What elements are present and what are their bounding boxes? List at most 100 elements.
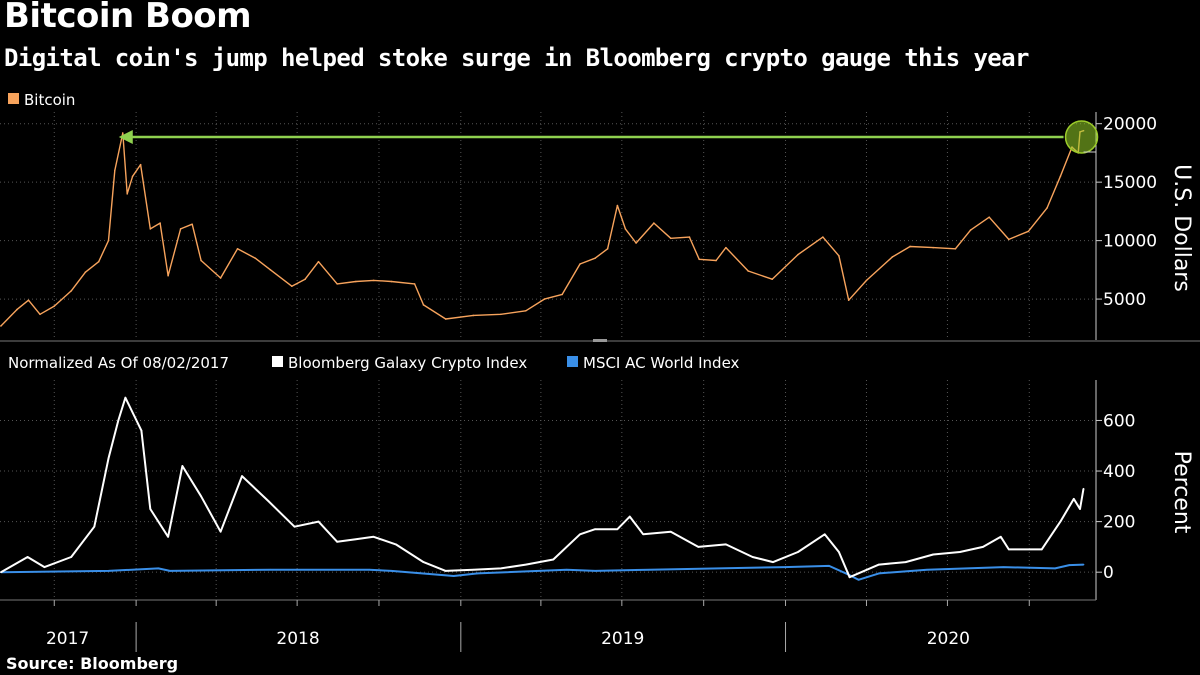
data-point bbox=[219, 277, 222, 279]
data-point bbox=[43, 566, 46, 568]
data-point bbox=[653, 222, 655, 224]
data-point bbox=[725, 543, 727, 546]
chart-title: Bitcoin Boom bbox=[4, 0, 252, 36]
data-point bbox=[236, 248, 239, 250]
bitcoin-ytick-label: 15000 bbox=[1103, 173, 1157, 193]
data-point bbox=[1079, 508, 1081, 510]
data-point bbox=[838, 255, 840, 257]
panel-splitter-handle bbox=[593, 339, 607, 342]
data-point bbox=[669, 237, 672, 240]
data-point bbox=[848, 576, 851, 579]
data-point bbox=[167, 535, 169, 538]
percent-ytick-label: 600 bbox=[1103, 411, 1135, 431]
data-point bbox=[167, 274, 169, 277]
data-point bbox=[390, 570, 393, 572]
data-point bbox=[372, 535, 375, 538]
data-point bbox=[1072, 498, 1075, 500]
data-point bbox=[697, 546, 700, 548]
data-point bbox=[444, 318, 447, 320]
data-point bbox=[159, 222, 161, 224]
data-point bbox=[747, 270, 749, 272]
data-point bbox=[191, 223, 193, 226]
xaxis-year-label: 2020 bbox=[927, 629, 970, 649]
data-point bbox=[1068, 564, 1071, 566]
data-point bbox=[336, 283, 338, 285]
data-point bbox=[524, 563, 527, 566]
data-point bbox=[355, 280, 357, 283]
data-point bbox=[1008, 238, 1010, 241]
data-point bbox=[926, 568, 928, 571]
data-point bbox=[390, 280, 393, 283]
percent-ylabel: Percent bbox=[1169, 451, 1194, 534]
legend-label: MSCI AC World Index bbox=[583, 354, 740, 372]
data-point bbox=[124, 396, 127, 399]
data-point bbox=[561, 293, 564, 296]
series-line bbox=[0, 130, 1084, 327]
data-point bbox=[452, 575, 455, 577]
data-point bbox=[594, 528, 596, 530]
data-point bbox=[241, 475, 243, 477]
annotation-highlight-circle bbox=[1064, 120, 1099, 154]
data-point bbox=[772, 561, 774, 563]
data-point bbox=[121, 132, 124, 134]
data-point bbox=[1027, 230, 1030, 233]
percent-ytick-label: 400 bbox=[1103, 462, 1135, 482]
data-point bbox=[219, 530, 222, 533]
data-point bbox=[969, 229, 972, 231]
data-point bbox=[751, 556, 754, 558]
data-point bbox=[269, 568, 272, 571]
data-point bbox=[616, 528, 619, 530]
data-point bbox=[838, 551, 840, 553]
data-point bbox=[372, 279, 375, 282]
data-point bbox=[715, 259, 717, 262]
data-point bbox=[149, 508, 152, 510]
data-point bbox=[395, 543, 397, 546]
data-point bbox=[444, 570, 447, 572]
data-point bbox=[476, 572, 479, 575]
data-point bbox=[904, 561, 907, 563]
data-point bbox=[149, 228, 152, 230]
data-point bbox=[117, 419, 120, 422]
data-point bbox=[500, 567, 502, 570]
data-point bbox=[472, 314, 475, 317]
data-point bbox=[688, 236, 691, 238]
series-line bbox=[0, 563, 1084, 581]
data-point bbox=[878, 572, 880, 575]
data-point bbox=[0, 571, 2, 573]
data-point bbox=[579, 263, 581, 265]
data-point bbox=[857, 578, 860, 581]
data-point bbox=[624, 228, 627, 230]
data-point bbox=[629, 515, 631, 518]
annotation-arrowhead bbox=[118, 130, 133, 144]
data-point bbox=[500, 313, 502, 316]
data-point bbox=[783, 566, 786, 568]
bitcoin-ytick-label: 10000 bbox=[1103, 232, 1157, 252]
data-point bbox=[648, 568, 651, 571]
data-point bbox=[543, 298, 546, 300]
data-point bbox=[725, 246, 727, 249]
data-point bbox=[891, 256, 894, 258]
data-point bbox=[254, 257, 257, 259]
data-point bbox=[27, 299, 30, 302]
xaxis-year-label: 2018 bbox=[276, 629, 319, 649]
data-point bbox=[267, 500, 270, 503]
data-point bbox=[1046, 207, 1048, 209]
bitcoin-ytick-label: 20000 bbox=[1103, 115, 1157, 135]
legend-swatch bbox=[272, 356, 283, 367]
data-point bbox=[181, 465, 184, 467]
series-line bbox=[0, 396, 1085, 579]
data-point bbox=[1054, 567, 1056, 570]
legend-title: Normalized As Of 08/02/2017 bbox=[8, 354, 229, 372]
data-point bbox=[698, 258, 701, 261]
data-point bbox=[200, 259, 202, 262]
bitcoin-ytick-label: 5000 bbox=[1103, 290, 1146, 310]
data-point bbox=[1000, 535, 1002, 538]
data-point bbox=[355, 538, 357, 541]
data-point bbox=[26, 556, 29, 558]
data-point bbox=[304, 278, 306, 281]
chart-subtitle: Digital coin's jump helped stoke surge i… bbox=[4, 44, 1029, 72]
data-point bbox=[932, 246, 935, 249]
data-point bbox=[39, 313, 41, 316]
data-point bbox=[982, 546, 984, 548]
